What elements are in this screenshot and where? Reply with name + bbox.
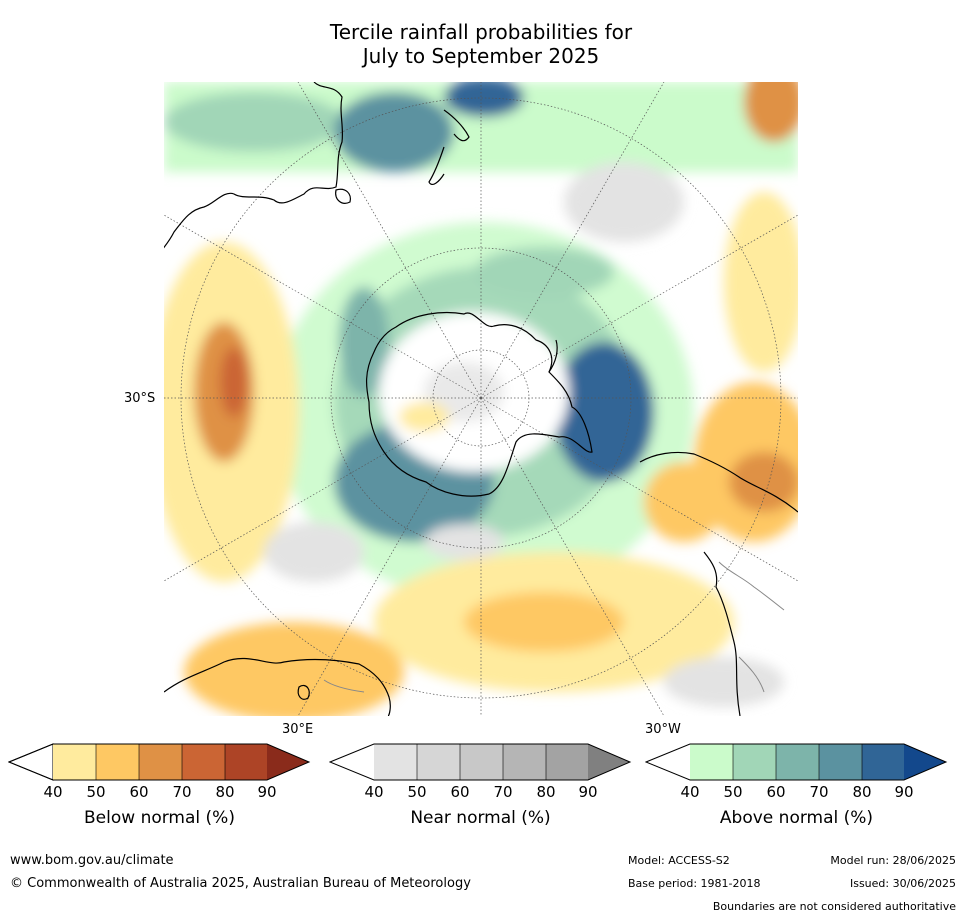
south-america-coastline — [639, 451, 798, 513]
colorbar-below-svg — [7, 743, 311, 781]
cb-above-tick-70: 70 — [809, 783, 829, 801]
cb-above-tick-40: 40 — [680, 783, 700, 801]
cb-below-seg-2 — [96, 744, 139, 780]
probability-map — [164, 82, 798, 716]
cb-above-seg-0 — [646, 744, 690, 780]
colorbar-above-normal — [644, 743, 948, 783]
cb-above-tick-80: 80 — [852, 783, 872, 801]
cb-below-tick-40: 40 — [43, 783, 63, 801]
title-line-2: July to September 2025 — [362, 44, 600, 68]
australia-coastline — [164, 82, 344, 249]
cb-above-seg-3 — [776, 744, 819, 780]
madagascar-coastline — [297, 684, 310, 700]
cb-below-seg-4 — [182, 744, 225, 780]
cb-below-seg-5 — [225, 744, 267, 780]
cb-near-seg-6 — [588, 744, 630, 780]
copyright-text: © Commonwealth of Australia 2025, Austra… — [10, 876, 471, 891]
cb-above-seg-1 — [690, 744, 733, 780]
cb-near-tick-80: 80 — [536, 783, 556, 801]
cb-above-seg-5 — [862, 744, 904, 780]
colorbar-below-ticks: 40 50 60 70 80 90 — [8, 783, 311, 803]
colorbar-near-ticks: 40 50 60 70 80 90 — [329, 783, 632, 803]
cb-above-seg-6 — [904, 744, 946, 780]
cb-below-tick-90: 90 — [257, 783, 277, 801]
colorbar-above-ticks: 40 50 60 70 80 90 — [645, 783, 948, 803]
tasmania-coastline — [335, 188, 351, 204]
cb-above-tick-60: 60 — [766, 783, 786, 801]
cb-near-seg-3 — [460, 744, 503, 780]
cb-below-seg-1 — [53, 744, 96, 780]
africa-coastline — [164, 657, 391, 716]
cb-below-tick-60: 60 — [129, 783, 149, 801]
base-period: Base period: 1981-2018 — [628, 877, 761, 890]
coastlines — [164, 82, 798, 716]
new-zealand-south-coastline — [428, 146, 445, 186]
cb-above-seg-4 — [819, 744, 862, 780]
cb-above-tick-90: 90 — [894, 783, 914, 801]
cb-near-seg-2 — [417, 744, 460, 780]
map-svg — [164, 82, 798, 716]
cb-below-tick-70: 70 — [172, 783, 192, 801]
cb-below-tick-50: 50 — [86, 783, 106, 801]
title-line-1: Tercile rainfall probabilities for — [329, 20, 633, 44]
cb-near-seg-0 — [330, 744, 374, 780]
cb-near-tick-70: 70 — [493, 783, 513, 801]
lon-label-30w: 30°W — [645, 722, 681, 737]
issued-date: Issued: 30/06/2025 — [849, 877, 956, 890]
cb-above-tick-50: 50 — [723, 783, 743, 801]
lon-label-30e: 30°E — [282, 722, 314, 737]
cb-near-tick-40: 40 — [364, 783, 384, 801]
cb-below-seg-0 — [7, 743, 54, 781]
probability-shading — [164, 82, 798, 716]
boundaries-disclaimer: Boundaries are not considered authoritat… — [712, 900, 956, 913]
cb-below-seg-6 — [267, 744, 309, 780]
colorbar-above-caption: Above normal (%) — [719, 808, 874, 828]
new-zealand-coastline — [443, 109, 470, 142]
colorbar-below-caption: Below normal (%) — [84, 808, 235, 828]
antarctic-peninsula-coastline — [548, 339, 558, 373]
graticule — [164, 82, 798, 716]
cb-below-tick-80: 80 — [215, 783, 235, 801]
cb-near-tick-50: 50 — [407, 783, 427, 801]
colorbar-near-caption: Near normal (%) — [410, 808, 551, 828]
lat-label-30s: 30°S — [124, 391, 156, 406]
colorbar-near-svg — [328, 743, 632, 781]
colorbar-below-normal — [7, 743, 311, 783]
colorbar-above-svg — [644, 743, 948, 781]
cb-near-seg-1 — [374, 744, 417, 780]
cb-near-tick-90: 90 — [578, 783, 598, 801]
cb-above-seg-2 — [733, 744, 776, 780]
model-run-date: Model run: 28/06/2025 — [830, 854, 956, 867]
model-name: Model: ACCESS-S2 — [628, 854, 730, 867]
chart-title: Tercile rainfall probabilities for July … — [164, 20, 798, 68]
colorbar-near-normal — [328, 743, 632, 783]
cb-near-tick-60: 60 — [450, 783, 470, 801]
south-america-south-coastline — [703, 551, 741, 716]
cb-near-seg-5 — [546, 744, 588, 780]
cb-below-seg-3 — [139, 744, 182, 780]
antarctica-coastline — [366, 311, 593, 497]
cb-near-seg-4 — [503, 744, 546, 780]
country-boundaries — [323, 561, 785, 693]
website-link[interactable]: www.bom.gov.au/climate — [10, 853, 174, 868]
